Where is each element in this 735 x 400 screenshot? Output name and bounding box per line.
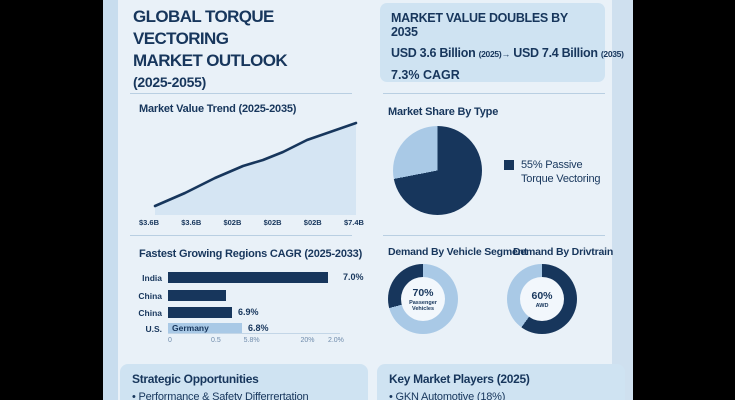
bar-label: China: [138, 291, 162, 301]
key-market-players-card: Key Market Players (2025) • GKN Automoti…: [377, 364, 625, 400]
demand-vehicle-title: Demand By Vehicle Segment: [388, 246, 528, 258]
trend-x-label: $02B: [263, 218, 282, 227]
title-years: (2025-2055): [133, 74, 206, 90]
divider-left-2: [130, 235, 352, 236]
bar-value: 6.8%: [248, 323, 269, 333]
summary-to-year: (2035): [600, 49, 624, 59]
summary-to-value: USD 7.4 Billion: [513, 46, 598, 60]
infographic-page: GLOBAL TORQUE VECTORING MARKET OUTLOOK (…: [103, 0, 633, 400]
trend-x-label: $3.6B: [181, 218, 202, 227]
donut-center: 60% AWD: [520, 277, 564, 321]
axis-tick: 2.0%: [327, 337, 344, 344]
bar-china-2: [168, 307, 232, 318]
bar-india: [168, 272, 328, 283]
trend-x-label: $7.4B: [343, 218, 364, 227]
donut-center: 70% Passenger Vehicles: [401, 277, 445, 321]
strategic-title: Strategic Opportunities: [132, 372, 259, 386]
players-bullet: • GKN Automotive (18%): [389, 391, 506, 400]
donut-percent: 60%: [531, 289, 553, 302]
summary-from-year: (2025): [478, 49, 502, 59]
strategic-opportunities-card: Strategic Opportunities • Performance & …: [120, 364, 368, 400]
strategic-bullet: • Performance & Safety Differrertation: [132, 391, 309, 400]
bar-value: 6.9%: [238, 307, 259, 317]
trend-x-label: $02B: [303, 218, 322, 227]
players-title: Key Market Players (2025): [389, 372, 530, 386]
legend-line1: 55% Passive: [521, 159, 583, 171]
title-line2: MARKET OUTLOOK: [133, 51, 288, 70]
axis-tick: 20%: [300, 337, 315, 344]
title-line1: GLOBAL TORQUE VECTORING: [133, 7, 274, 48]
page-title: GLOBAL TORQUE VECTORING MARKET OUTLOOK (…: [133, 6, 373, 92]
bar-row-us: U.S. Germany 6.8%: [145, 323, 328, 334]
regions-x-axis: 0 0.5 5.8% 20% 2.0%: [168, 333, 344, 346]
axis-tick: 0.5: [211, 337, 221, 344]
trend-section-title: Market Value Trend (2025-2035): [139, 103, 297, 115]
bar-us: Germany: [168, 323, 242, 334]
summary-values: USD 3.6 Billion (2025)→ USD 7.4 Billion …: [391, 46, 624, 60]
share-section-title: Market Share By Type: [388, 106, 499, 118]
trend-x-label: $02B: [223, 218, 242, 227]
trend-x-axis: $3.6B $3.6B $02B $02B $02B $7.4B: [139, 218, 364, 227]
bar-label: India: [142, 273, 162, 283]
right-accent-stripe: [612, 0, 633, 400]
legend-swatch-icon: [504, 160, 514, 170]
bar-china-1: [168, 290, 226, 301]
summary-headline: MARKET VALUE DOUBLES BY 2035: [391, 11, 568, 39]
market-summary-card: MARKET VALUE DOUBLES BY 2035 USD 3.6 Bil…: [380, 3, 624, 82]
bar-row-china-2: China 6.9%: [138, 307, 328, 318]
trend-area-chart: [153, 121, 358, 215]
vehicle-segment-donut-chart: 70% Passenger Vehicles: [388, 264, 458, 334]
donut-label: Passenger Vehicles: [409, 299, 437, 312]
trend-x-label: $3.6B: [139, 218, 160, 227]
summary-from-value: USD 3.6 Billion: [391, 46, 476, 60]
drivetrain-donut-chart: 60% AWD: [507, 264, 577, 334]
summary-cagr: 7.3% CAGR: [391, 68, 460, 82]
pie-legend: 55% Passive Torque Vectoring: [504, 158, 601, 186]
regions-section-title: Fastest Growing Regions CAGR (2025-2033): [139, 248, 363, 260]
left-accent-stripe: [103, 0, 118, 400]
demand-drivetrain-title: Demand By Drivtrain: [513, 246, 614, 258]
bar-row-india: India 7.0%: [142, 272, 364, 283]
divider-left-1: [130, 93, 352, 94]
bar-label: China: [138, 308, 162, 318]
divider-right-2: [383, 235, 605, 236]
donut-label: AWD: [535, 302, 549, 309]
donut-percent: 70%: [412, 286, 434, 299]
legend-text: 55% Passive Torque Vectoring: [521, 158, 601, 186]
legend-line2: Torque Vectoring: [521, 173, 601, 185]
divider-right-1: [383, 93, 605, 94]
axis-tick: 5.8%: [243, 337, 260, 344]
bar-label: U.S.: [145, 324, 162, 334]
axis-tick: 0: [168, 337, 172, 344]
arrow-right-icon: →: [501, 49, 511, 59]
bar-row-china-1: China: [138, 290, 328, 301]
bar-value: 7.0%: [343, 272, 364, 282]
bar-inner-label: Germany: [172, 323, 209, 333]
market-share-pie-chart: [393, 126, 482, 215]
